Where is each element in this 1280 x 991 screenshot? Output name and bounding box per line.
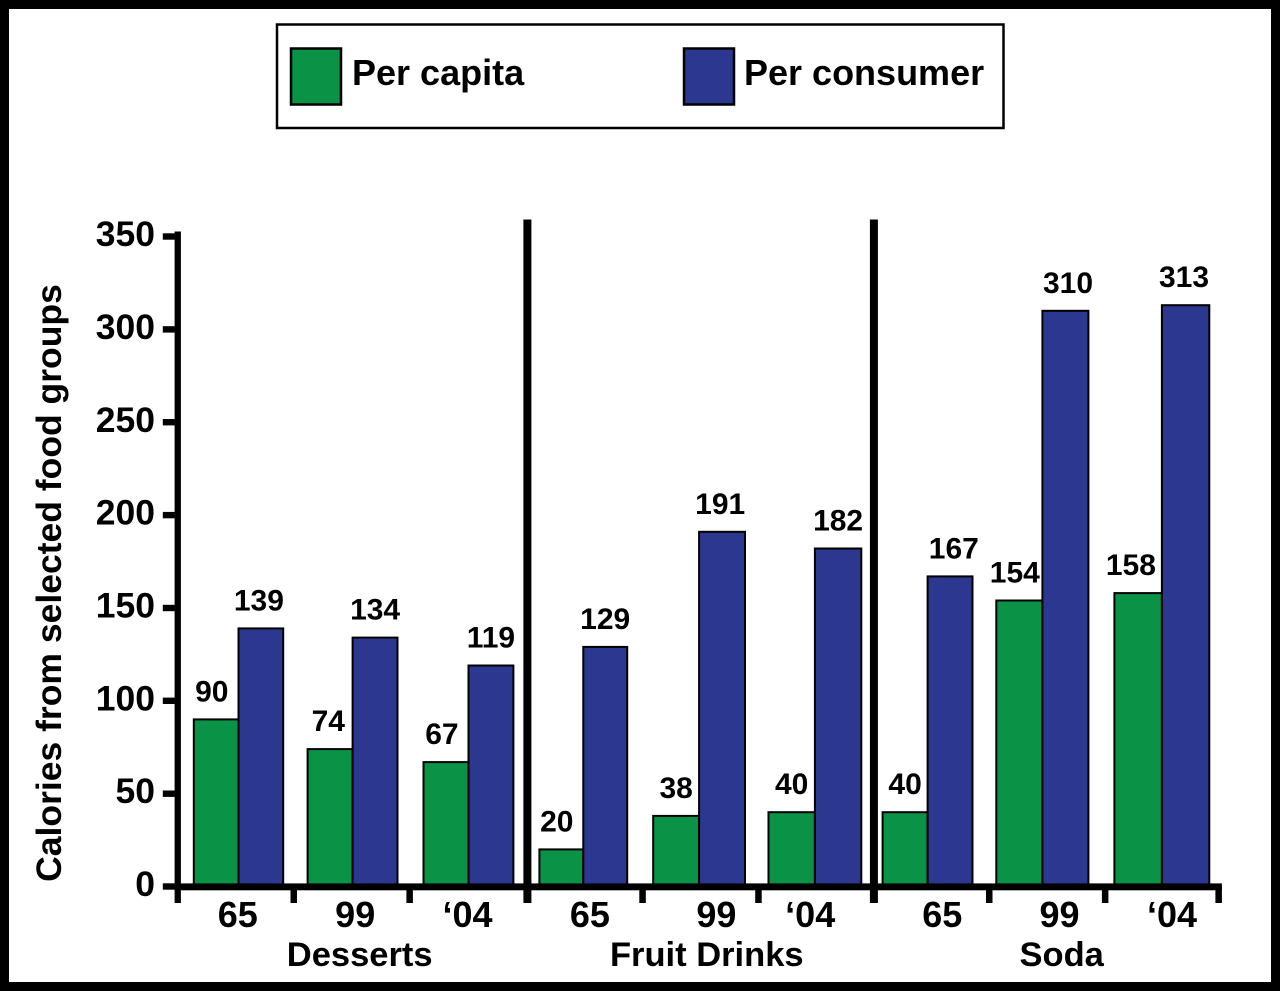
svg-text:100: 100 <box>96 678 155 718</box>
svg-text:Desserts: Desserts <box>287 936 433 974</box>
svg-text:50: 50 <box>116 771 156 811</box>
svg-text:‘04: ‘04 <box>785 894 835 935</box>
svg-text:65: 65 <box>922 894 962 935</box>
svg-text:40: 40 <box>775 768 808 801</box>
svg-text:134: 134 <box>350 594 400 627</box>
svg-text:65: 65 <box>570 894 610 935</box>
svg-text:‘04: ‘04 <box>442 894 492 935</box>
svg-text:65: 65 <box>218 894 258 935</box>
svg-text:310: 310 <box>1043 267 1093 300</box>
svg-text:Per consumer: Per consumer <box>744 52 984 93</box>
svg-text:167: 167 <box>929 532 979 565</box>
svg-text:200: 200 <box>96 493 155 533</box>
svg-text:38: 38 <box>660 772 693 805</box>
svg-text:191: 191 <box>695 488 745 521</box>
svg-text:99: 99 <box>1039 894 1079 935</box>
svg-text:Calories from selected food gr: Calories from selected food groups <box>29 284 69 882</box>
svg-text:Fruit Drinks: Fruit Drinks <box>610 936 804 974</box>
svg-text:20: 20 <box>540 805 573 838</box>
svg-text:154: 154 <box>990 557 1040 590</box>
svg-text:182: 182 <box>813 505 863 538</box>
svg-text:313: 313 <box>1159 261 1209 294</box>
svg-text:74: 74 <box>312 705 346 738</box>
svg-text:‘04: ‘04 <box>1147 894 1197 935</box>
svg-text:40: 40 <box>888 768 921 801</box>
svg-text:Per capita: Per capita <box>352 52 525 93</box>
svg-text:99: 99 <box>335 894 375 935</box>
svg-text:150: 150 <box>96 586 155 626</box>
svg-text:350: 350 <box>96 214 155 254</box>
svg-text:139: 139 <box>234 584 284 617</box>
svg-text:0: 0 <box>135 864 155 904</box>
svg-text:Soda: Soda <box>1020 936 1105 974</box>
svg-text:250: 250 <box>96 400 155 440</box>
svg-text:67: 67 <box>425 718 458 751</box>
svg-text:158: 158 <box>1106 549 1156 582</box>
svg-text:99: 99 <box>696 894 736 935</box>
svg-text:129: 129 <box>580 603 630 636</box>
svg-text:300: 300 <box>96 307 155 347</box>
svg-text:119: 119 <box>467 622 515 655</box>
svg-text:90: 90 <box>195 675 228 708</box>
